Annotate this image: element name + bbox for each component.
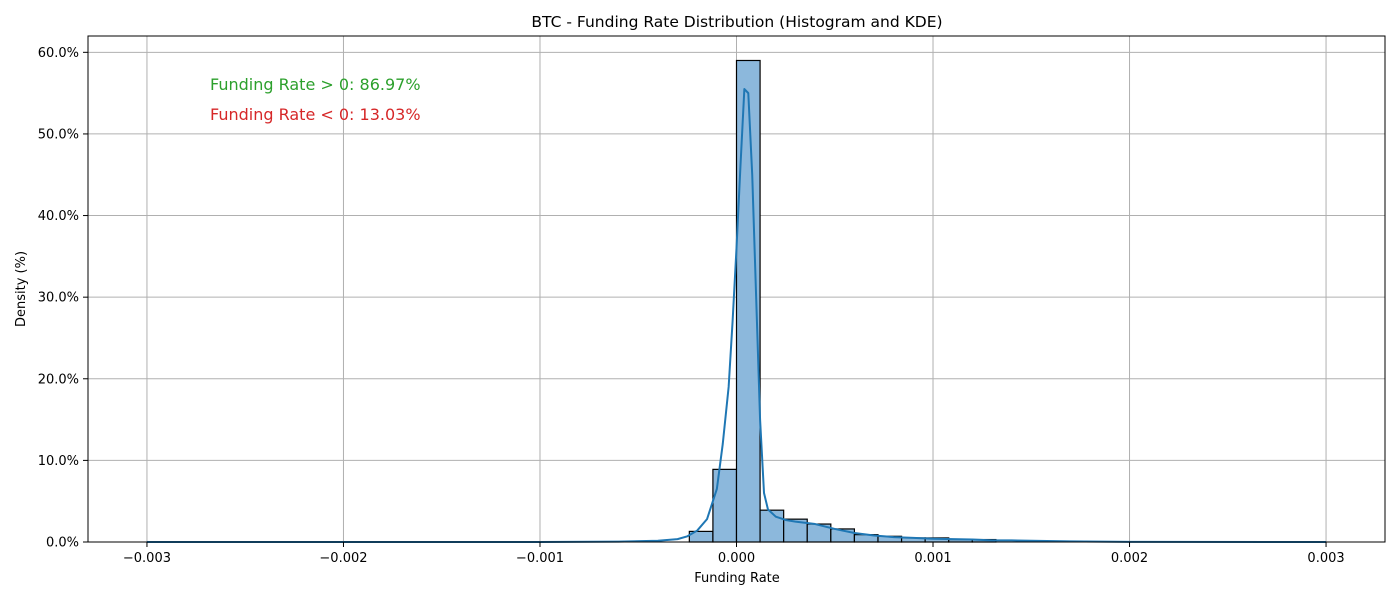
y-axis-title: Density (%) xyxy=(14,251,29,327)
x-tick-label: 0.000 xyxy=(718,551,755,566)
y-tick-label: 60.0% xyxy=(38,46,79,61)
y-tick-label: 10.0% xyxy=(38,454,79,469)
x-axis-ticks: −0.003 −0.002 −0.001 0.000 0.001 0.002 0.003 xyxy=(123,542,1345,566)
x-tick-label: −0.002 xyxy=(319,551,367,566)
y-axis-ticks: 0.0% 10.0% 20.0% 30.0% 40.0% 50.0% 60.0% xyxy=(38,46,88,551)
kde-line xyxy=(146,88,1327,543)
x-tick-label: −0.001 xyxy=(516,551,564,566)
negative-rate-annotation: Funding Rate < 0: 13.03% xyxy=(210,105,421,124)
chart-title: BTC - Funding Rate Distribution (Histogr… xyxy=(531,13,942,31)
x-axis-title: Funding Rate xyxy=(694,571,780,586)
y-tick-label: 40.0% xyxy=(38,209,79,224)
y-tick-label: 0.0% xyxy=(46,536,79,551)
x-tick-label: 0.001 xyxy=(914,551,951,566)
y-tick-label: 20.0% xyxy=(38,372,79,387)
y-tick-label: 50.0% xyxy=(38,127,79,142)
histogram-bar xyxy=(712,468,738,543)
kde-curve-group xyxy=(146,88,1327,543)
y-tick-label: 30.0% xyxy=(38,291,79,306)
positive-rate-annotation: Funding Rate > 0: 86.97% xyxy=(210,75,421,94)
histogram-bar xyxy=(759,509,785,543)
x-tick-label: −0.003 xyxy=(123,551,171,566)
x-tick-label: 0.003 xyxy=(1307,551,1344,566)
x-tick-label: 0.002 xyxy=(1111,551,1148,566)
